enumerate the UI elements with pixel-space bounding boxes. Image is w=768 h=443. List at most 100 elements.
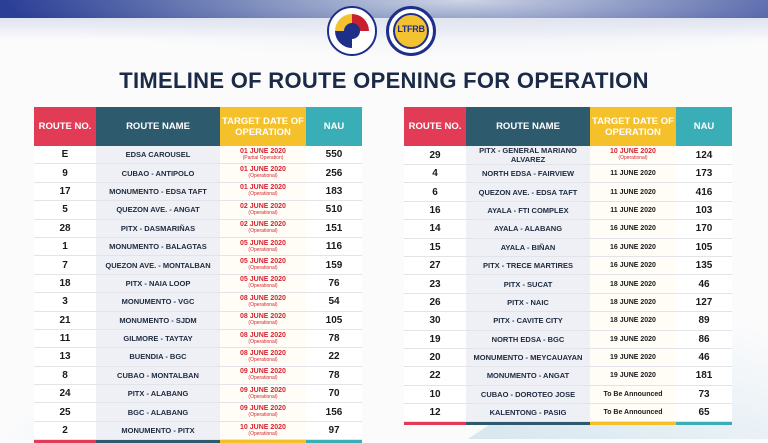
operation-status-text: (Operational) <box>248 393 278 400</box>
route-number-cell: 14 <box>404 219 466 239</box>
table-row: 13 BUENDIA - BGC 08 JUNE 2020 (Operational)… <box>34 347 362 367</box>
nau-cell: 22 <box>306 347 362 367</box>
route-name-cell: CUBAO - MONTALBAN <box>96 366 220 386</box>
bottom-bar-segment <box>590 421 676 426</box>
route-number-cell: 19 <box>404 330 466 349</box>
target-date-text: 16 JUNE 2020 <box>610 243 656 251</box>
target-date-cell: 16 JUNE 2020 <box>590 219 676 239</box>
target-date-text: 09 JUNE 2020 <box>240 405 286 413</box>
target-date-text: To Be Announced <box>603 390 663 398</box>
table-row: 1 MONUMENTO - BALAGTAS 05 JUNE 2020 (Operat… <box>34 237 362 257</box>
target-date-cell: 10 JUNE 2020 (Operational) <box>220 421 306 441</box>
header-nau: NAU <box>676 107 732 146</box>
table-header-row: ROUTE NO. ROUTE NAME TARGET DATE OF OPER… <box>404 107 732 146</box>
target-date-cell: 11 JUNE 2020 <box>590 201 676 221</box>
target-date-text: 19 JUNE 2020 <box>610 354 656 362</box>
target-date-text: 11 JUNE 2020 <box>610 170 656 178</box>
nau-cell: 510 <box>306 200 362 220</box>
table-row: 30 PITX - CAVITE CITY 18 JUNE 2020 89 <box>404 311 732 331</box>
target-date-text: 08 JUNE 2020 <box>240 294 286 302</box>
target-date-cell: 11 JUNE 2020 <box>590 182 676 202</box>
table-row: 22 MONUMENTO - ANGAT 19 JUNE 2020 181 <box>404 366 732 386</box>
nau-cell: 105 <box>676 238 732 257</box>
table-row: 12 KALENTONG - PASIG To Be Announced 65 <box>404 403 732 423</box>
bottom-bar-segment <box>404 421 466 426</box>
route-number-cell: 25 <box>34 402 96 422</box>
route-name-cell: QUEZON AVE. - MONTALBAN <box>96 255 220 275</box>
target-date-cell: 11 JUNE 2020 <box>590 164 676 184</box>
route-number-cell: 28 <box>34 219 96 238</box>
table-row: 24 PITX - ALABANG 09 JUNE 2020 (Operational… <box>34 384 362 404</box>
route-number-cell: 6 <box>404 182 466 202</box>
nau-cell: 256 <box>306 163 362 183</box>
route-table-right: ROUTE NO. ROUTE NAME TARGET DATE OF OPER… <box>404 107 732 426</box>
target-date-cell: 08 JUNE 2020 (Operational) <box>220 329 306 349</box>
table-row: 23 PITX - SUCAT 18 JUNE 2020 46 <box>404 274 732 294</box>
target-date-cell: 10 JUNE 2020 (Operational) <box>590 146 676 165</box>
table-row: 9 CUBAO - ANTIPOLO 01 JUNE 2020 (Operationa… <box>34 163 362 183</box>
route-name-cell: MONUMENTO - VGC <box>96 292 220 312</box>
route-name-cell: PITX - NAIA LOOP <box>96 274 220 294</box>
table-row: 5 QUEZON AVE. - ANGAT 02 JUNE 2020 (Operati… <box>34 200 362 220</box>
table-row: 21 MONUMENTO - SJDM 08 JUNE 2020 (Operation… <box>34 311 362 330</box>
header-route-name: ROUTE NAME <box>96 107 220 146</box>
route-name-cell: MONUMENTO - MEYCAUAYAN <box>466 348 590 368</box>
route-name-cell: AYALA - BIÑAN <box>466 238 590 257</box>
route-number-cell: 10 <box>404 385 466 405</box>
route-name-cell: PITX - SUCAT <box>466 274 590 294</box>
target-date-cell: 19 JUNE 2020 <box>590 348 676 368</box>
target-date-cell: 02 JUNE 2020 (Operational) <box>220 200 306 220</box>
nau-cell: 54 <box>306 292 362 312</box>
table-row: 11 GILMORE - TAYTAY 08 JUNE 2020 (Operation… <box>34 329 362 349</box>
nau-cell: 135 <box>676 256 732 276</box>
operation-status-text: (Operational) <box>248 356 278 363</box>
target-date-text: 05 JUNE 2020 <box>240 276 286 284</box>
table-row: 4 NORTH EDSA - FAIRVIEW 11 JUNE 2020 173 <box>404 164 732 184</box>
route-name-cell: NORTH EDSA - BGC <box>466 330 590 349</box>
route-name-cell: MONUMENTO - BALAGTAS <box>96 237 220 257</box>
table-row: 2 MONUMENTO - PITX 10 JUNE 2020 (Operationa… <box>34 421 362 441</box>
operation-status-text: (Operational) <box>248 265 278 272</box>
route-number-cell: 26 <box>404 293 466 313</box>
route-name-cell: QUEZON AVE. - ANGAT <box>96 200 220 220</box>
target-date-cell: 16 JUNE 2020 <box>590 256 676 276</box>
route-name-cell: PITX - DASMARIÑAS <box>96 219 220 238</box>
table-row: E EDSA CAROUSEL 01 JUNE 2020 (Partial Opera… <box>34 146 362 165</box>
target-date-text: 16 JUNE 2020 <box>610 225 656 233</box>
operation-status-text: (Operational) <box>248 320 278 327</box>
target-date-cell: 05 JUNE 2020 (Operational) <box>220 237 306 257</box>
target-date-cell: To Be Announced <box>590 385 676 405</box>
operation-status-text: (Operational) <box>248 430 278 437</box>
header-target-date: TARGET DATE OF OPERATION <box>220 107 306 146</box>
table-row: 27 PITX - TRECE MARTIRES 16 JUNE 2020 135 <box>404 256 732 276</box>
nau-cell: 105 <box>306 311 362 330</box>
target-date-text: 19 JUNE 2020 <box>610 335 656 343</box>
nau-cell: 73 <box>676 385 732 405</box>
nau-cell: 183 <box>306 182 362 202</box>
route-number-cell: 8 <box>34 366 96 386</box>
header-route-no: ROUTE NO. <box>404 107 466 146</box>
route-number-cell: 4 <box>404 164 466 184</box>
table-row: 16 AYALA - FTI COMPLEX 11 JUNE 2020 103 <box>404 201 732 221</box>
operation-status-text: (Partial Operation) <box>242 154 284 161</box>
route-name-cell: PITX - NAIC <box>466 293 590 313</box>
target-date-cell: 08 JUNE 2020 (Operational) <box>220 311 306 330</box>
nau-cell: 65 <box>676 403 732 423</box>
nau-cell: 46 <box>676 348 732 368</box>
target-date-text: 09 JUNE 2020 <box>240 368 286 376</box>
operation-status-text: (Operational) <box>248 412 278 419</box>
table-row: 14 AYALA - ALABANG 16 JUNE 2020 170 <box>404 219 732 239</box>
route-number-cell: 27 <box>404 256 466 276</box>
route-number-cell: 13 <box>34 347 96 367</box>
route-name-cell: AYALA - FTI COMPLEX <box>466 201 590 221</box>
route-number-cell: 11 <box>34 329 96 349</box>
nau-cell: 173 <box>676 164 732 184</box>
table-row: 19 NORTH EDSA - BGC 19 JUNE 2020 86 <box>404 330 732 349</box>
target-date-cell: 08 JUNE 2020 (Operational) <box>220 347 306 367</box>
route-name-cell: PITX - GENERAL MARIANO ALVAREZ <box>466 146 590 165</box>
target-date-text: 02 JUNE 2020 <box>240 202 286 210</box>
table-row: 8 CUBAO - MONTALBAN 09 JUNE 2020 (Operation… <box>34 366 362 386</box>
target-date-cell: 02 JUNE 2020 (Operational) <box>220 219 306 238</box>
target-date-text: 08 JUNE 2020 <box>240 349 286 357</box>
header-target-date: TARGET DATE OF OPERATION <box>590 107 676 146</box>
